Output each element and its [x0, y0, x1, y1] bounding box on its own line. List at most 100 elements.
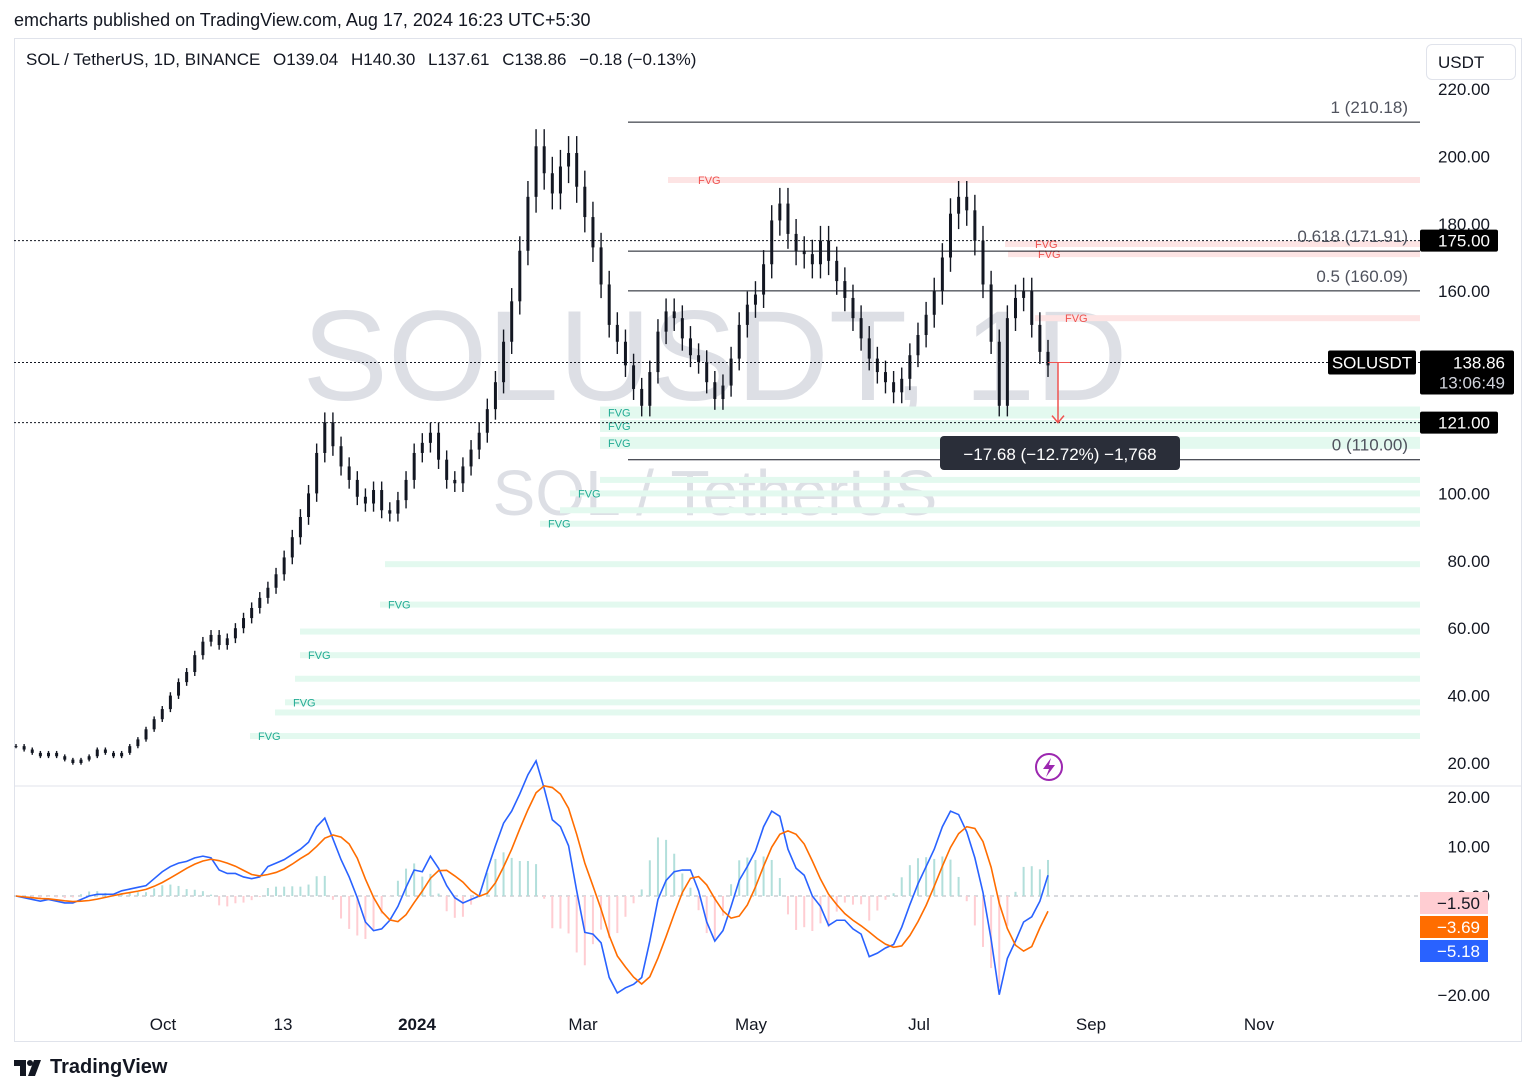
candle-body	[940, 257, 944, 292]
time-tick: May	[735, 1015, 768, 1034]
candle-body	[437, 432, 441, 460]
time-axis[interactable]: Oct 13 2024 Mar May Jul Sep Nov	[150, 1015, 1275, 1034]
macd-histogram-bar	[721, 896, 724, 916]
macd-histogram-bar	[543, 896, 546, 899]
candle-body	[786, 203, 790, 234]
macd-tick: 10.00	[1447, 838, 1490, 857]
currency-button[interactable]: USDT	[1426, 44, 1516, 80]
fvg-bull-zone	[250, 733, 1420, 740]
candle-body	[632, 365, 636, 389]
candle-body	[30, 749, 34, 753]
macd-histogram-bar	[518, 861, 521, 896]
candle-body	[599, 247, 603, 285]
candle-body	[22, 746, 26, 750]
candle-body	[396, 500, 400, 514]
fvg-label: FVG	[548, 519, 571, 531]
candle-body	[55, 752, 59, 757]
candle-body	[802, 250, 806, 255]
macd-histogram-bar	[591, 896, 594, 945]
candle-body	[323, 422, 327, 453]
candle-body	[112, 752, 116, 757]
alert-icon[interactable]	[1035, 753, 1063, 781]
macd-histogram-bar	[145, 892, 148, 896]
candle-body	[1013, 297, 1017, 319]
macd-histogram-bar	[136, 892, 139, 896]
macd-histogram-bar	[31, 896, 34, 898]
macd-histogram-bar	[746, 857, 749, 896]
candle-body	[477, 432, 481, 450]
candle-body	[534, 146, 538, 197]
candle-body	[347, 466, 351, 480]
candle-body	[510, 301, 514, 342]
candle-body	[762, 264, 766, 295]
measure-label: −17.68 (−12.72%) −1,768	[963, 445, 1156, 464]
candle-body	[144, 729, 148, 740]
fib-label: 0 (110.00)	[1332, 436, 1408, 455]
macd-histogram-bar	[193, 889, 196, 896]
candle-body	[233, 628, 237, 639]
candle-body	[640, 388, 644, 406]
candle-body	[818, 240, 822, 265]
fvg-label: FVG	[308, 650, 331, 662]
price-axis[interactable]: 220.00200.00180.00160.00140.00120.00100.…	[1328, 80, 1514, 773]
price-measure[interactable]: −17.68 (−12.72%) −1,768	[940, 361, 1180, 470]
candle-body	[185, 672, 189, 683]
price-tick: 20.00	[1447, 754, 1490, 773]
fvg-label: FVG	[608, 408, 631, 420]
candle-body	[388, 510, 392, 514]
candle-body	[558, 166, 562, 194]
candle-body	[380, 490, 384, 511]
candle-body	[997, 341, 1001, 406]
candle-body	[770, 220, 774, 265]
symbol-name[interactable]: SOL / TetherUS, 1D, BINANCE	[26, 50, 261, 69]
candle-body	[469, 449, 473, 467]
macd-histogram-bar	[55, 896, 58, 898]
macd-histogram-bar	[957, 876, 960, 896]
macd-histogram-bar	[778, 877, 781, 896]
candle-body	[315, 452, 319, 494]
candle-body	[1038, 324, 1042, 352]
macd-histogram-bar	[998, 896, 1001, 988]
candle-body	[648, 372, 652, 406]
fvg-label: FVG	[1038, 249, 1061, 261]
candle-body	[128, 746, 132, 753]
ohlc-low: L137.61	[428, 50, 490, 69]
macd-histogram-bar	[275, 886, 278, 896]
macd-histogram-bar	[169, 884, 172, 896]
fib-retracement[interactable]: 1 (210.18) 0.618 (171.91) 0.5 (160.09) 0 (1…	[628, 98, 1420, 461]
candle-body	[168, 695, 172, 710]
macd-histogram-bar	[161, 885, 164, 896]
macd-histogram-bar	[624, 896, 627, 917]
tradingview-logo[interactable]: TradingView	[14, 1056, 167, 1079]
candle-body	[550, 173, 554, 194]
bar-countdown: 13:06:49	[1439, 373, 1505, 392]
ohlc-open: O139.04	[273, 50, 339, 69]
candle-body	[339, 446, 343, 467]
macd-histogram-bar	[673, 853, 676, 896]
macd-histogram-bar	[803, 896, 806, 928]
last-price: 138.86	[1453, 353, 1505, 372]
macd-histogram-bar	[1038, 869, 1041, 896]
macd-histogram-bar	[551, 896, 554, 929]
macd-histogram-bar	[713, 896, 716, 939]
macd-histogram-bar	[1022, 866, 1025, 896]
fvg-bull-zone	[300, 628, 1420, 635]
candle-body	[973, 210, 977, 241]
macd-histogram-bar	[396, 880, 399, 896]
price-tick: 160.00	[1438, 282, 1490, 301]
candle-body	[1046, 351, 1050, 366]
macd-histogram-bar	[933, 858, 936, 896]
candle-body	[713, 382, 717, 400]
fvg-label: FVG	[608, 438, 631, 450]
candle-body	[453, 479, 457, 484]
fvg-bear-zone	[1035, 315, 1420, 322]
candle-body	[753, 294, 757, 305]
candle-body	[526, 196, 530, 251]
candle-body	[160, 709, 164, 720]
candle-body	[290, 537, 294, 558]
last-price-box	[1420, 350, 1514, 395]
candle-body	[307, 493, 311, 517]
candle-body	[916, 335, 920, 356]
